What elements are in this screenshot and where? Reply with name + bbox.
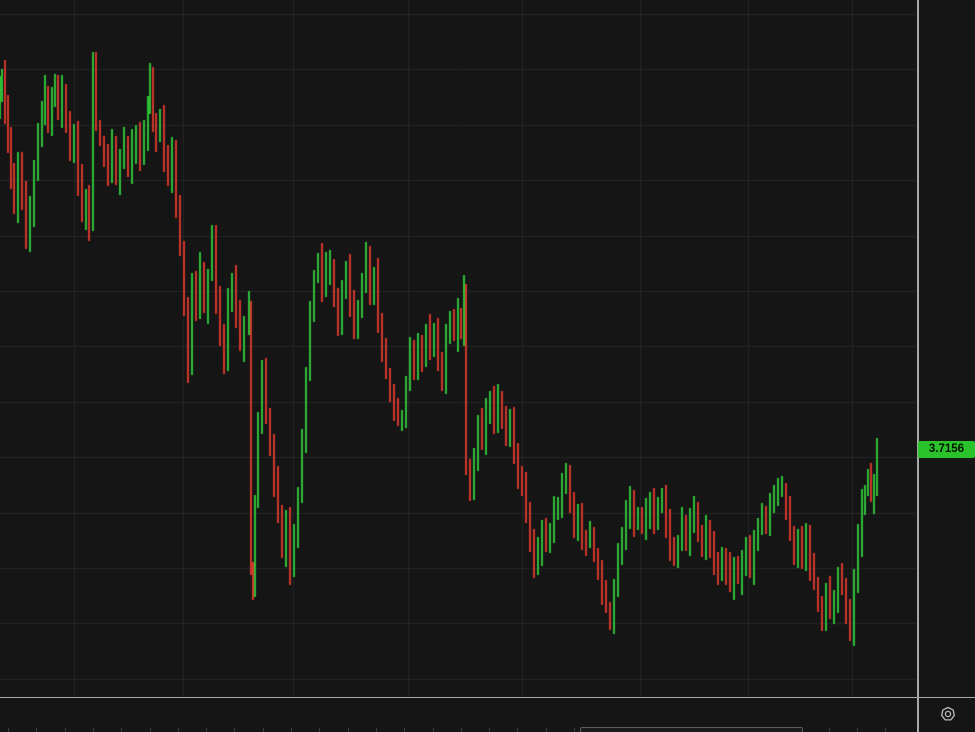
- settings-button[interactable]: [936, 703, 960, 725]
- scrollbar-thumb[interactable]: [580, 727, 803, 732]
- price-axis-border: [917, 0, 919, 732]
- gear-icon: [941, 706, 955, 721]
- last-price-label: 3.7156: [918, 440, 975, 458]
- time-axis-border: [0, 697, 975, 698]
- candlestick-chart[interactable]: [0, 0, 917, 697]
- price-axis[interactable]: 4.50004.40004.30004.20004.10004.00003.90…: [918, 0, 975, 697]
